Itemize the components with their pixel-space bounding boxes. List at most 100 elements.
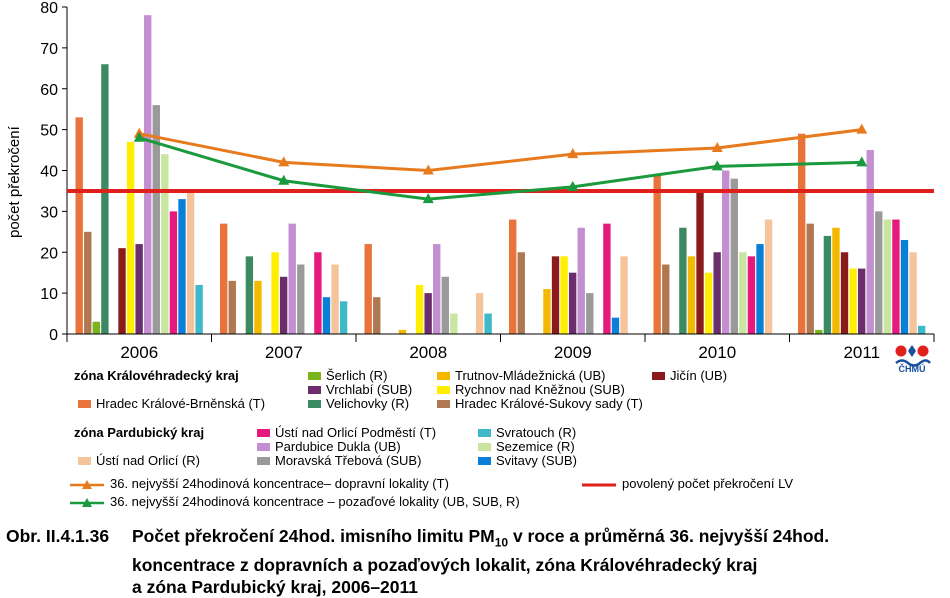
line-marker (422, 193, 434, 204)
caption-line-2: koncentrace z dopravních a pozaďových lo… (132, 554, 758, 575)
bar (892, 219, 900, 334)
bar (704, 272, 713, 334)
bar (798, 133, 806, 334)
bar (254, 280, 262, 334)
bar (441, 276, 449, 334)
x-tick-label: 2009 (554, 343, 592, 362)
bar (186, 190, 195, 334)
bar (322, 297, 331, 334)
bar (840, 252, 849, 334)
bar (823, 235, 832, 334)
bar (806, 223, 814, 334)
legend-item: Ústí nad Orlicí Podměstí (T) (257, 425, 436, 440)
bar (713, 252, 721, 334)
y-tick-label: 10 (40, 286, 58, 303)
legend-item: Jičín (UB) (652, 368, 727, 383)
line-marker (278, 174, 290, 185)
bar (84, 231, 92, 334)
bar (900, 239, 909, 334)
line-marker (567, 180, 579, 191)
bar (875, 211, 883, 334)
bar (415, 284, 424, 334)
y-tick-label: 70 (40, 41, 58, 58)
x-tick-label: 2008 (409, 343, 447, 362)
bar-chart: 0 10 20 30 40 50 60 70 80 2006 2007 2008 2009 2010 201… (40, 0, 935, 362)
bar (909, 252, 917, 334)
figure-number: Obr. II.4.1.36 (6, 526, 110, 546)
bar (373, 297, 381, 334)
line-marker (856, 156, 868, 167)
legend-item: Šerlich (R) (308, 368, 387, 383)
caption-line-1: Počet překročení 24hod. imisního limitu … (132, 526, 830, 550)
bar (866, 150, 874, 334)
bar (398, 329, 407, 334)
triangle-marker-icon (70, 498, 104, 507)
bar (279, 276, 288, 334)
legend-line-pozadi: 36. nejvyšší 24hodinová koncentrace – po… (70, 494, 520, 509)
legend-item: Sezemice (R) (478, 439, 575, 454)
bar (271, 252, 279, 334)
triangle-marker-icon (70, 480, 104, 489)
x-tick-label: 2006 (120, 343, 158, 362)
bar (245, 256, 254, 334)
x-tick-label: 2011 (843, 343, 880, 362)
bar (331, 264, 339, 334)
bar (364, 244, 372, 334)
legend-line-limit: povolený počet překročení LV (582, 476, 793, 491)
legend-item: Moravská Třebová (SUB) (257, 453, 421, 468)
bar (297, 264, 305, 334)
bar (475, 293, 484, 334)
bar (339, 301, 348, 334)
bar (288, 223, 296, 334)
bar (687, 256, 696, 334)
bar (178, 199, 186, 334)
bar (815, 329, 823, 334)
bar (832, 227, 840, 334)
y-tick-label: 60 (40, 82, 58, 99)
bar (917, 325, 926, 334)
bar (101, 64, 109, 334)
bar (620, 256, 628, 334)
bar (169, 211, 178, 334)
bar (560, 256, 568, 334)
bar (739, 252, 747, 334)
bar (883, 219, 892, 334)
line-marker (567, 148, 579, 159)
legend-item: Svratouch (R) (478, 425, 576, 440)
bar (509, 219, 517, 334)
bar (747, 256, 756, 334)
bar (568, 272, 577, 334)
bar (577, 227, 585, 334)
y-tick-label: 20 (40, 245, 58, 262)
legend-item: Trutnov-Mládežnická (UB) (437, 368, 606, 383)
y-tick-label: 0 (49, 327, 58, 344)
legend-line-doprava: 36. nejvyšší 24hodinová koncentrace– dop… (70, 476, 449, 491)
bar (424, 293, 432, 334)
bar (126, 141, 135, 334)
y-tick-label: 80 (40, 0, 58, 17)
bar (92, 321, 100, 334)
bar (696, 190, 704, 334)
series-line (138, 136, 862, 201)
y-tick-label: 50 (40, 123, 58, 140)
bar (161, 154, 169, 334)
caption-line-3: a zóna Pardubický kraj, 2006–2011 (132, 576, 419, 597)
bar (543, 289, 551, 334)
series-line (138, 128, 862, 173)
bar (586, 293, 594, 334)
legend-item: Ústí nad Orlicí (R) (78, 453, 200, 468)
bar (484, 313, 492, 334)
legend-item: Hradec Králové-Brněnská (T) (78, 396, 265, 411)
x-tick-label: 2007 (265, 343, 303, 362)
bar (75, 117, 83, 334)
bar (551, 256, 560, 334)
bar (433, 244, 441, 334)
line-marker (278, 156, 290, 167)
legend-item: Rychnov nad Kněžnou (SUB) (437, 382, 625, 397)
line-marker (711, 142, 723, 153)
figure-caption: Obr. II.4.1.36 Počet překročení 24hod. i… (6, 525, 829, 597)
y-tick-label: 40 (40, 164, 58, 181)
legend-item: Hradec Králové-Sukovy sady (T) (437, 396, 643, 411)
bar (756, 244, 764, 334)
bar (611, 317, 620, 334)
